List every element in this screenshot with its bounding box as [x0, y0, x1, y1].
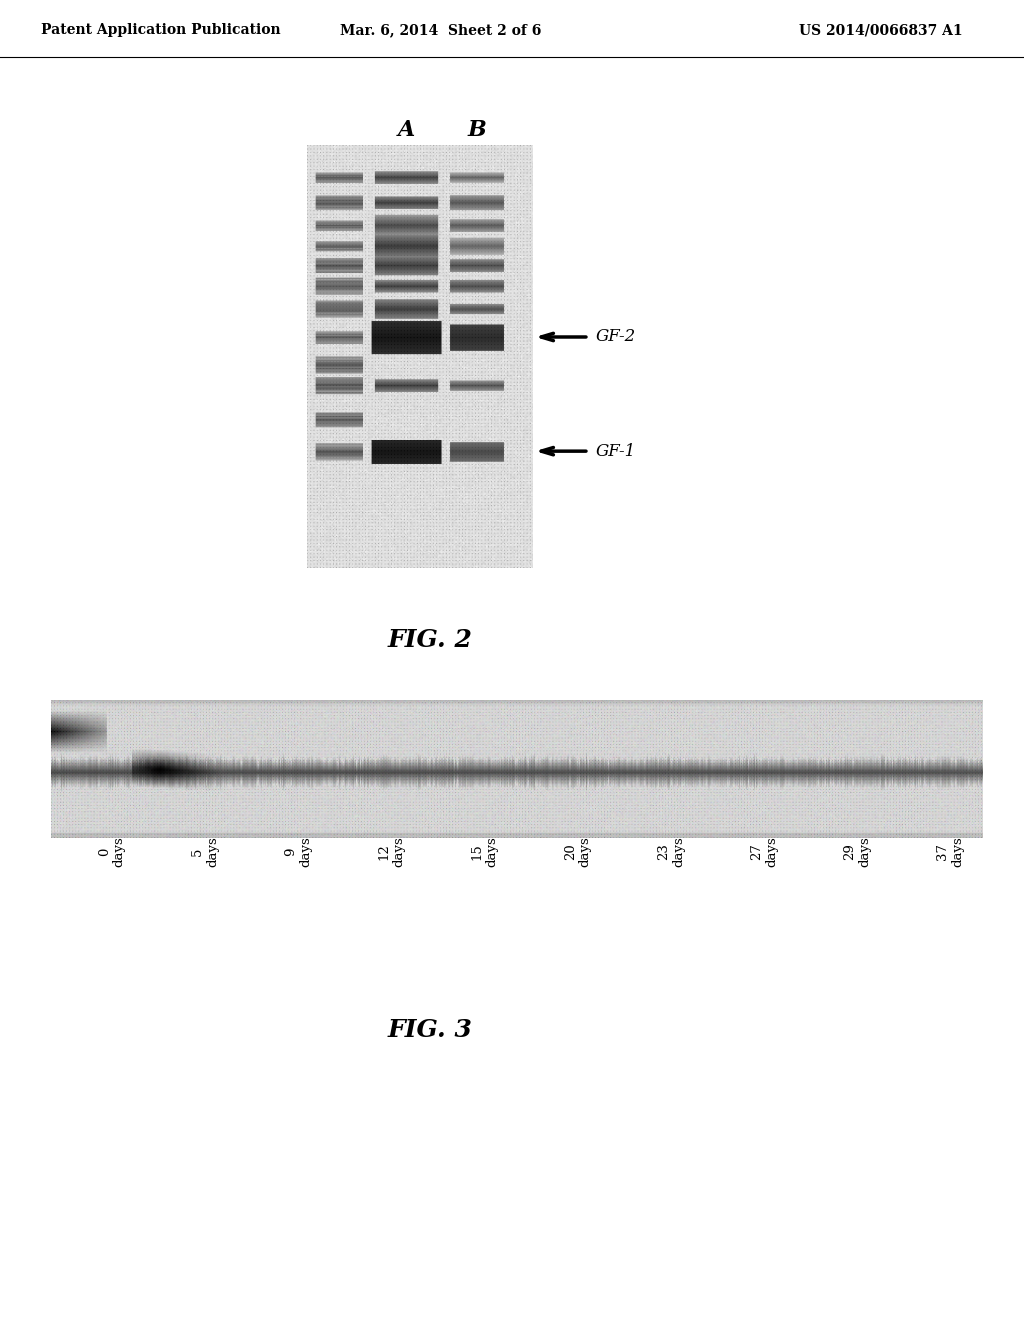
- Text: GF-2: GF-2: [596, 329, 636, 346]
- Text: 0
days: 0 days: [98, 836, 126, 867]
- Text: US 2014/0066837 A1: US 2014/0066837 A1: [799, 24, 963, 37]
- Text: 5
days: 5 days: [190, 836, 219, 867]
- Text: 37
days: 37 days: [936, 836, 965, 867]
- Text: 12
days: 12 days: [377, 836, 406, 867]
- Text: 27
days: 27 days: [750, 836, 778, 867]
- Text: A: A: [397, 119, 415, 141]
- Text: FIG. 2: FIG. 2: [388, 628, 472, 652]
- Text: GF-1: GF-1: [596, 442, 636, 459]
- Text: 23
days: 23 days: [657, 836, 685, 867]
- Text: Tested at 37° for 37 days: Tested at 37° for 37 days: [326, 776, 535, 795]
- Text: FIG. 3: FIG. 3: [388, 1018, 472, 1041]
- Text: 20
days: 20 days: [564, 836, 592, 867]
- Text: Patent Application Publication: Patent Application Publication: [41, 24, 281, 37]
- Text: 29
days: 29 days: [844, 836, 871, 867]
- Text: Mar. 6, 2014  Sheet 2 of 6: Mar. 6, 2014 Sheet 2 of 6: [340, 24, 541, 37]
- Text: 15
days: 15 days: [471, 836, 499, 867]
- Text: 9
days: 9 days: [285, 836, 312, 867]
- Text: B: B: [467, 119, 486, 141]
- Text: EGF stability: EGF stability: [378, 730, 482, 748]
